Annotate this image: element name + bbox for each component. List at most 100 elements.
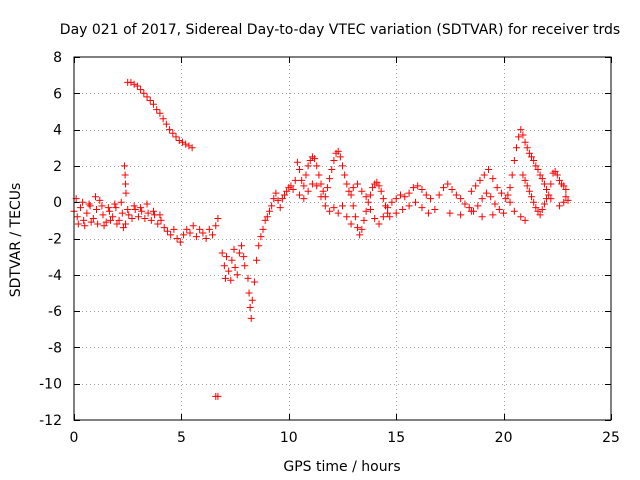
data-point-marker bbox=[311, 155, 319, 163]
data-point-marker bbox=[396, 191, 404, 199]
data-point-marker bbox=[543, 195, 551, 203]
data-point-marker bbox=[457, 195, 465, 203]
data-point-marker bbox=[304, 162, 312, 170]
data-point-marker bbox=[124, 205, 132, 213]
data-point-marker bbox=[439, 184, 447, 192]
data-point-marker bbox=[125, 211, 133, 219]
data-point-marker bbox=[364, 198, 372, 206]
data-point-marker bbox=[228, 256, 236, 264]
data-point-marker bbox=[493, 184, 501, 192]
data-point-marker bbox=[192, 233, 200, 241]
y-tick-label: -6 bbox=[48, 304, 62, 320]
data-point-marker bbox=[525, 149, 533, 157]
data-point-marker bbox=[133, 82, 141, 90]
data-point-marker bbox=[281, 191, 289, 199]
data-point-marker bbox=[422, 191, 430, 199]
data-point-marker bbox=[341, 171, 349, 179]
data-point-marker bbox=[120, 162, 128, 170]
data-point-marker bbox=[330, 204, 338, 212]
data-point-marker bbox=[122, 180, 130, 188]
data-point-marker bbox=[89, 215, 97, 223]
x-tick-label: 20 bbox=[495, 430, 513, 446]
data-point-marker bbox=[300, 182, 308, 190]
y-axis-title: SDTVAR / TECUs bbox=[8, 183, 24, 298]
x-tick-label: 25 bbox=[602, 430, 620, 446]
data-point-marker bbox=[375, 182, 383, 190]
data-point-marker bbox=[102, 218, 110, 226]
data-point-marker bbox=[392, 209, 400, 217]
x-tick-label: 0 bbox=[70, 430, 79, 446]
data-point-marker bbox=[268, 202, 276, 210]
y-tick-label: -2 bbox=[48, 232, 62, 248]
data-point-marker bbox=[86, 202, 94, 210]
data-point-marker bbox=[461, 200, 469, 208]
data-point-marker bbox=[80, 216, 88, 224]
y-tick-label: -12 bbox=[39, 413, 62, 429]
data-point-marker bbox=[375, 220, 383, 228]
data-point-marker bbox=[122, 189, 130, 197]
data-point-marker bbox=[540, 180, 548, 188]
data-point-marker bbox=[347, 220, 355, 228]
data-point-marker bbox=[343, 213, 351, 221]
data-point-marker bbox=[227, 276, 235, 284]
data-point-marker bbox=[130, 80, 138, 88]
data-point-marker bbox=[276, 204, 284, 212]
data-point-marker bbox=[221, 274, 229, 282]
data-point-marker bbox=[178, 138, 186, 146]
data-point-marker bbox=[326, 207, 334, 215]
data-point-marker bbox=[457, 211, 465, 219]
data-point-marker bbox=[157, 216, 165, 224]
data-point-marker bbox=[235, 249, 243, 257]
data-point-marker bbox=[358, 225, 366, 233]
y-tick-label: -8 bbox=[48, 340, 62, 356]
data-points bbox=[70, 78, 572, 400]
data-point-marker bbox=[131, 205, 139, 213]
data-point-marker bbox=[534, 207, 542, 215]
data-point-marker bbox=[154, 220, 162, 228]
data-point-marker bbox=[186, 229, 194, 237]
data-point-marker bbox=[274, 196, 282, 204]
data-point-marker bbox=[121, 171, 129, 179]
data-point-marker bbox=[87, 218, 95, 226]
data-point-marker bbox=[467, 207, 475, 215]
data-point-marker bbox=[137, 204, 145, 212]
data-point-marker bbox=[250, 278, 258, 286]
data-point-marker bbox=[137, 86, 145, 94]
data-point-marker bbox=[209, 231, 217, 239]
data-point-marker bbox=[127, 78, 135, 86]
data-point-marker bbox=[358, 187, 366, 195]
data-point-marker bbox=[205, 225, 213, 233]
data-point-marker bbox=[562, 185, 570, 193]
data-point-marker bbox=[302, 171, 310, 179]
data-point-marker bbox=[196, 225, 204, 233]
data-point-marker bbox=[94, 220, 102, 228]
data-point-marker bbox=[298, 176, 306, 184]
data-point-marker bbox=[326, 175, 334, 183]
data-point-marker bbox=[146, 97, 154, 105]
data-point-marker bbox=[315, 171, 323, 179]
data-point-marker bbox=[149, 207, 157, 215]
data-point-marker bbox=[283, 187, 291, 195]
axis-ticks bbox=[74, 57, 612, 421]
data-point-marker bbox=[245, 289, 253, 297]
data-point-marker bbox=[278, 195, 286, 203]
data-point-marker bbox=[418, 204, 426, 212]
data-point-marker bbox=[130, 202, 138, 210]
data-point-marker bbox=[176, 238, 184, 246]
data-point-marker bbox=[173, 235, 181, 242]
data-point-marker bbox=[265, 207, 273, 215]
data-point-marker bbox=[491, 200, 499, 208]
data-point-marker bbox=[424, 209, 432, 217]
data-point-marker bbox=[98, 202, 106, 210]
data-point-marker bbox=[199, 229, 207, 237]
data-point-marker bbox=[147, 216, 155, 224]
data-point-marker bbox=[349, 184, 357, 192]
data-point-marker bbox=[225, 267, 233, 275]
data-point-marker bbox=[79, 198, 87, 206]
data-point-marker bbox=[189, 222, 197, 230]
data-point-marker bbox=[534, 166, 542, 174]
data-point-marker bbox=[170, 225, 178, 233]
data-point-marker bbox=[143, 93, 151, 101]
data-point-marker bbox=[289, 185, 297, 193]
data-point-marker bbox=[532, 204, 540, 212]
